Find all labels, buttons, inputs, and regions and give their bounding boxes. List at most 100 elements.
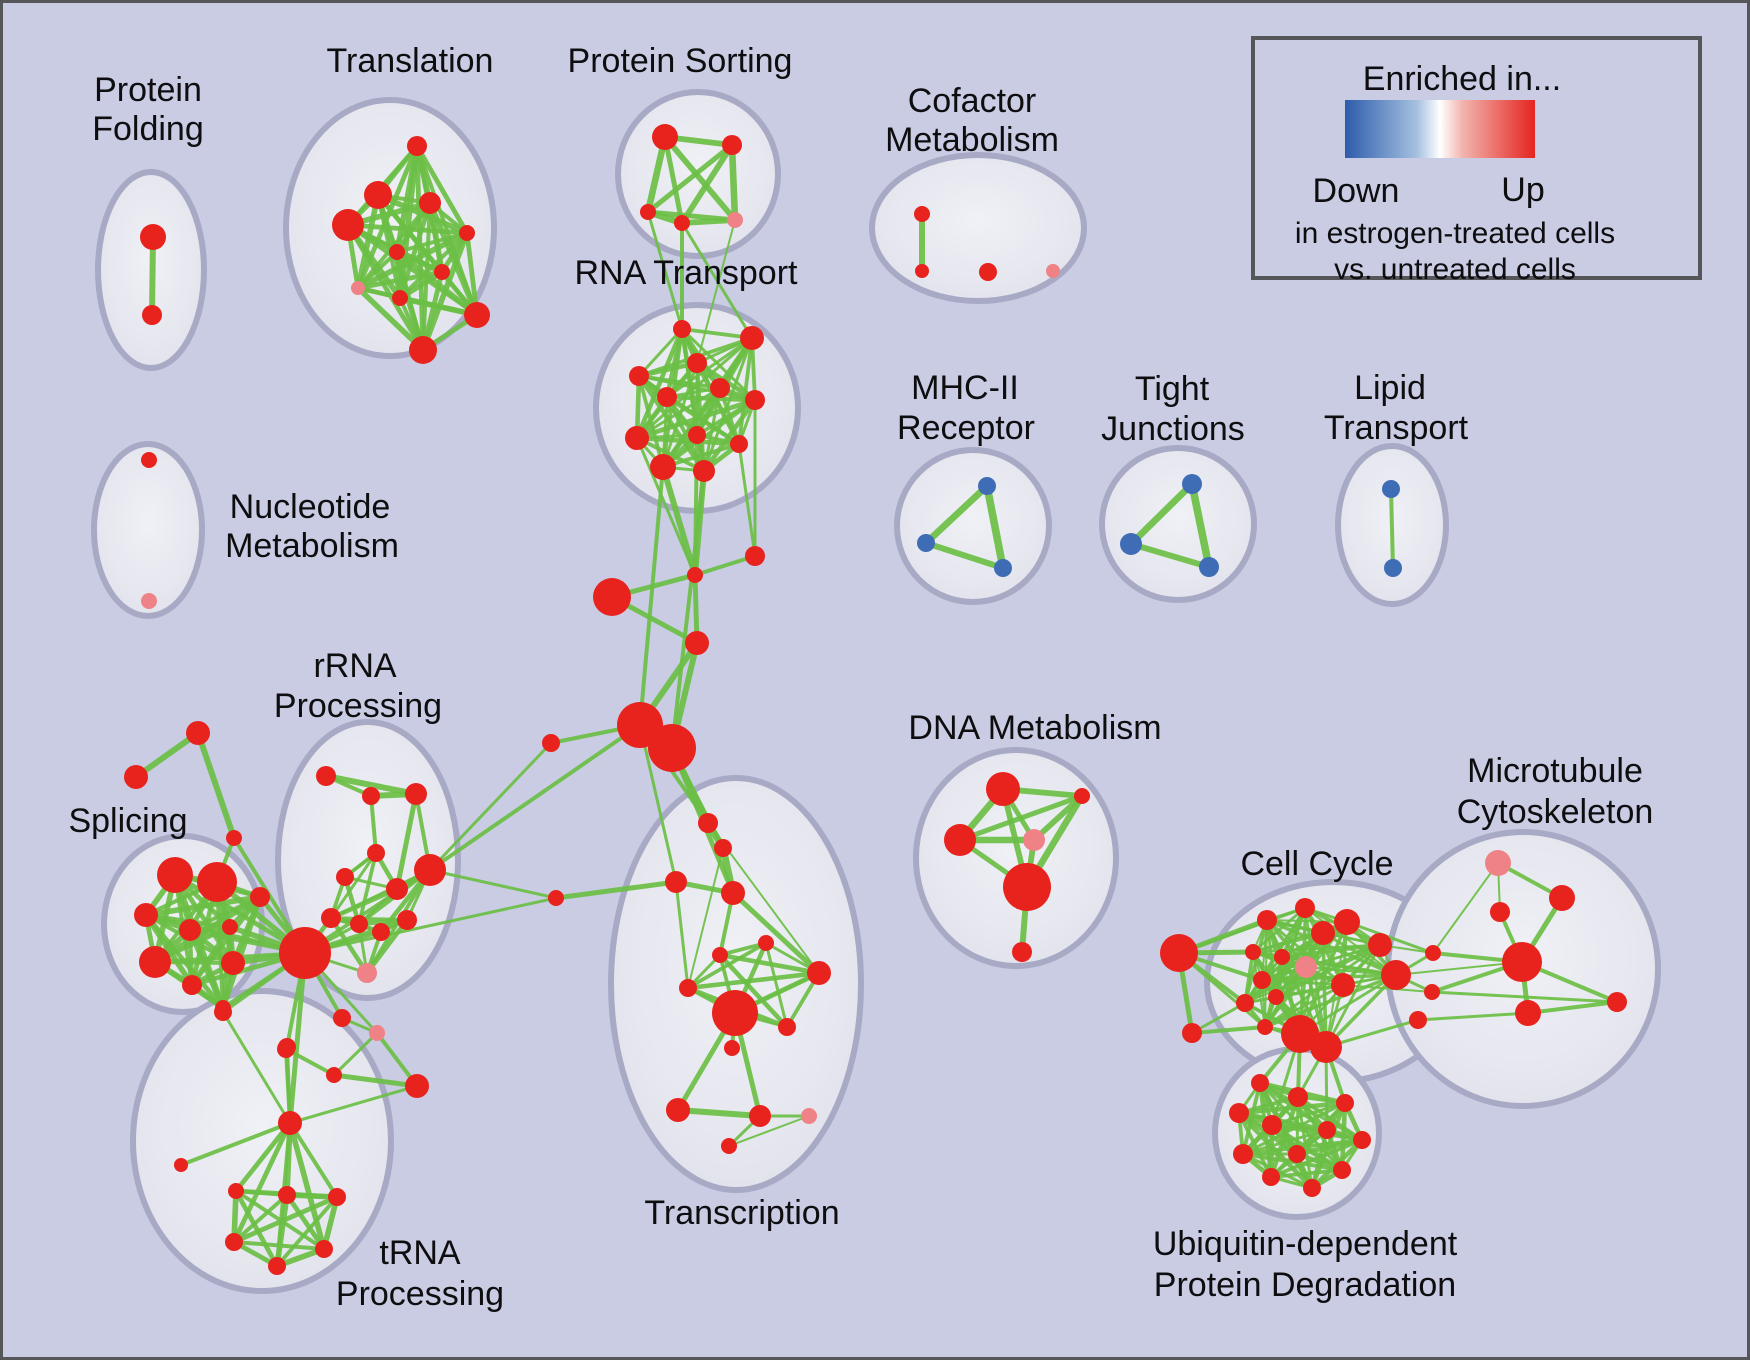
edge-p6-p10 [152, 894, 263, 965]
node-e6 [1368, 933, 1392, 957]
edge-g1-g3 [195, 730, 237, 841]
edge-x13-x14 [675, 1107, 763, 1119]
node-ch7 [542, 734, 560, 752]
node-s5 [727, 212, 743, 228]
edge-u7-u10 [284, 1192, 327, 1252]
node-m1 [978, 477, 996, 495]
edge-b3-v5 [1416, 1011, 1530, 1022]
node-r7 [745, 390, 765, 410]
edge-t9-t10 [397, 295, 480, 318]
edge-g1-g2 [133, 730, 201, 780]
node-ch2 [745, 546, 765, 566]
edge-e7-e17 [1324, 973, 1398, 1049]
node-v5 [1515, 1000, 1541, 1026]
edge-t4-t11 [345, 222, 426, 353]
node-t2 [364, 181, 392, 209]
node-b1 [1425, 945, 1441, 961]
edge-s4-r2 [680, 221, 754, 340]
node-t1 [407, 136, 427, 156]
node-x9 [679, 979, 697, 997]
edge-t1-t5 [414, 143, 470, 236]
node-e8 [1245, 944, 1261, 960]
cluster-label-trna-processing-line1: Processing [336, 1275, 504, 1313]
node-q4 [367, 844, 385, 862]
edge-w7-w9 [1294, 1137, 1365, 1157]
node-q6 [386, 878, 408, 900]
edge-x16-x15 [728, 1115, 810, 1147]
cluster-label-nucleotide-metabolism-line1: Metabolism [225, 527, 399, 565]
edge-e0-e3 [1177, 906, 1307, 955]
node-e14 [1257, 1019, 1273, 1035]
node-r1 [673, 320, 691, 338]
edge-r4-r12 [636, 373, 707, 474]
edge-u5-u0 [288, 1084, 419, 1125]
node-q2 [362, 787, 380, 805]
node-n2 [141, 593, 157, 609]
edge-r1-r7 [680, 327, 757, 402]
node-p3 [134, 903, 158, 927]
node-x13 [666, 1098, 690, 1122]
edge-w8-w10 [1241, 1152, 1344, 1172]
edge-e5-b1 [1345, 920, 1435, 955]
node-q9 [350, 915, 368, 933]
edge-v5-v6 [1526, 1000, 1619, 1015]
node-w5 [1262, 1115, 1282, 1135]
node-u1 [174, 1158, 188, 1172]
node-d4 [1023, 829, 1045, 851]
node-c2 [915, 264, 929, 278]
edge-q3-q6 [394, 791, 419, 892]
node-j2 [1120, 533, 1142, 555]
cluster-label-trna-processing-line0: tRNA [379, 1234, 461, 1272]
node-j1 [1182, 474, 1202, 494]
edge-w6-w8 [1241, 1128, 1329, 1156]
node-v1 [1485, 850, 1511, 876]
node-v3 [1490, 902, 1510, 922]
edge-r7-r9 [634, 397, 758, 441]
edge-r4-r7 [637, 374, 757, 402]
node-e17 [1310, 1031, 1342, 1063]
node-layer [124, 124, 1627, 1275]
edge-e13-e15 [1244, 984, 1344, 1004]
cluster-label-ubiquitin-degradation-line1: Protein Degradation [1154, 1266, 1456, 1304]
edge-q8-q12 [328, 915, 370, 976]
node-t10 [464, 302, 490, 328]
node-u0 [278, 1111, 302, 1135]
node-w8 [1233, 1144, 1253, 1164]
node-g2 [124, 765, 148, 789]
node-q8 [321, 908, 341, 928]
node-r4 [629, 366, 649, 386]
node-t8 [351, 281, 365, 295]
edge-e10-e13 [1243, 965, 1308, 1005]
cluster-label-splicing-line0: Splicing [68, 802, 187, 840]
edge-j1-j2 [1127, 480, 1196, 548]
node-x16 [721, 1138, 737, 1154]
edge-b1-v1 [1432, 862, 1499, 954]
edge-r7-r12 [701, 397, 758, 474]
edge-e15-b2 [1342, 984, 1433, 993]
node-l2 [1384, 559, 1402, 577]
node-p10 [250, 887, 270, 907]
edge-u4-q14 [332, 1031, 379, 1077]
edge-q6-q8 [328, 886, 400, 921]
edge-l1-l2 [1389, 487, 1395, 570]
cluster-label-protein-sorting-line0: Protein Sorting [568, 42, 793, 80]
node-pf2 [142, 305, 162, 325]
edge-t7-t8 [355, 269, 445, 291]
edge-u7-u11 [274, 1192, 290, 1269]
legend-up-label: Up [1501, 171, 1544, 209]
node-q3 [405, 783, 427, 805]
node-x12 [724, 1040, 740, 1056]
edge-x7-x11 [764, 941, 789, 1029]
node-r8 [688, 426, 706, 444]
node-c1 [914, 206, 930, 222]
node-p8 [221, 951, 245, 975]
edge-H-u0 [287, 950, 308, 1126]
node-u10 [315, 1240, 333, 1258]
node-e15 [1331, 973, 1355, 997]
edge-s1-s4 [662, 134, 685, 226]
edge-ch7-q7 [428, 741, 553, 872]
node-p2 [197, 862, 237, 902]
edge-e6-e17 [1324, 943, 1382, 1049]
node-s3 [640, 204, 656, 220]
node-b2 [1424, 984, 1440, 1000]
